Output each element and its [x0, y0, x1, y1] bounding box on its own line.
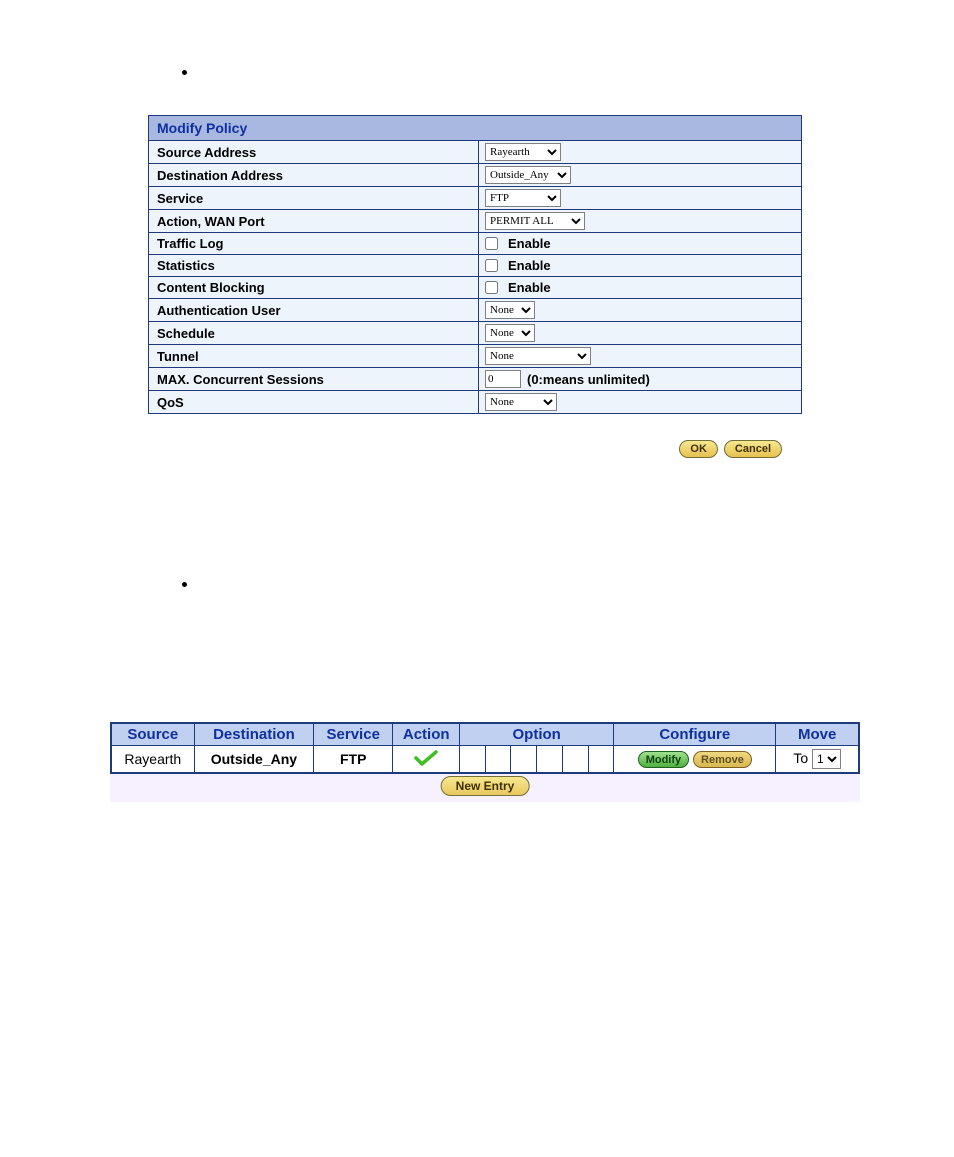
table-row: Rayearth Outside_Any FTP [111, 746, 859, 774]
option-slot-4 [537, 746, 563, 772]
label-service: Service [149, 187, 479, 209]
label-action-wan: Action, WAN Port [149, 210, 479, 232]
cell-source: Rayearth [111, 746, 194, 774]
select-service[interactable]: FTP [485, 189, 561, 207]
policy-table: Source Destination Service Action Option… [110, 722, 860, 774]
select-auth-user[interactable]: None [485, 301, 535, 319]
cell-destination: Outside_Any [194, 746, 314, 774]
new-entry-button[interactable]: New Entry [441, 776, 530, 796]
row-destination-address: Destination Address Outside_Any [149, 164, 801, 187]
label-schedule: Schedule [149, 322, 479, 344]
cell-move: To 1 [776, 746, 859, 774]
th-move: Move [776, 723, 859, 746]
cell-option [460, 746, 614, 774]
table-header-row: Source Destination Service Action Option… [111, 723, 859, 746]
row-service: Service FTP [149, 187, 801, 210]
cancel-button[interactable]: Cancel [724, 440, 782, 458]
ok-button[interactable]: OK [679, 440, 718, 458]
remove-button[interactable]: Remove [693, 751, 752, 768]
form-button-bar: OK Cancel [148, 432, 802, 458]
modify-policy-panel: Modify Policy Source Address Rayearth De… [148, 115, 802, 414]
cell-action [393, 746, 460, 774]
checkbox-content-blocking[interactable] [485, 281, 498, 294]
select-schedule[interactable]: None [485, 324, 535, 342]
select-move[interactable]: 1 [812, 749, 841, 769]
label-traffic-log: Traffic Log [149, 233, 479, 254]
select-tunnel[interactable]: None [485, 347, 591, 365]
th-source: Source [111, 723, 194, 746]
label-destination-address: Destination Address [149, 164, 479, 186]
row-statistics: Statistics Enable [149, 255, 801, 277]
row-tunnel: Tunnel None [149, 345, 801, 368]
hint-max-sessions: (0:means unlimited) [527, 372, 650, 387]
select-destination-address[interactable]: Outside_Any [485, 166, 571, 184]
row-auth-user: Authentication User None [149, 299, 801, 322]
permit-tick-icon [413, 749, 439, 770]
option-slot-2 [486, 746, 512, 772]
option-slot-5 [563, 746, 589, 772]
policy-table-panel: Source Destination Service Action Option… [110, 722, 860, 802]
row-qos: QoS None [149, 391, 801, 413]
select-qos[interactable]: None [485, 393, 557, 411]
modify-button[interactable]: Modify [638, 751, 689, 768]
move-prefix: To [793, 750, 808, 766]
th-configure: Configure [614, 723, 776, 746]
label-content-blocking: Content Blocking [149, 277, 479, 298]
cell-service: FTP [314, 746, 393, 774]
bullet-2 [182, 582, 187, 587]
panel-title: Modify Policy [149, 116, 801, 141]
label-statistics: Statistics [149, 255, 479, 276]
row-content-blocking: Content Blocking Enable [149, 277, 801, 299]
checkbox-label-content-blocking: Enable [508, 280, 551, 295]
checkbox-statistics[interactable] [485, 259, 498, 272]
option-slot-1 [460, 746, 486, 772]
label-source-address: Source Address [149, 141, 479, 163]
bullet-1 [182, 70, 187, 75]
checkbox-label-statistics: Enable [508, 258, 551, 273]
row-max-sessions: MAX. Concurrent Sessions (0:means unlimi… [149, 368, 801, 391]
input-max-sessions[interactable] [485, 370, 521, 388]
label-qos: QoS [149, 391, 479, 413]
th-service: Service [314, 723, 393, 746]
checkbox-label-traffic-log: Enable [508, 236, 551, 251]
th-option: Option [460, 723, 614, 746]
row-source-address: Source Address Rayearth [149, 141, 801, 164]
label-auth-user: Authentication User [149, 299, 479, 321]
option-slot-6 [589, 746, 614, 772]
option-slot-3 [511, 746, 537, 772]
row-action-wan: Action, WAN Port PERMIT ALL [149, 210, 801, 233]
select-action-wan[interactable]: PERMIT ALL [485, 212, 585, 230]
row-schedule: Schedule None [149, 322, 801, 345]
label-tunnel: Tunnel [149, 345, 479, 367]
th-action: Action [393, 723, 460, 746]
checkbox-traffic-log[interactable] [485, 237, 498, 250]
row-traffic-log: Traffic Log Enable [149, 233, 801, 255]
th-destination: Destination [194, 723, 314, 746]
select-source-address[interactable]: Rayearth [485, 143, 561, 161]
cell-configure: Modify Remove [614, 746, 776, 774]
label-max-sessions: MAX. Concurrent Sessions [149, 368, 479, 390]
